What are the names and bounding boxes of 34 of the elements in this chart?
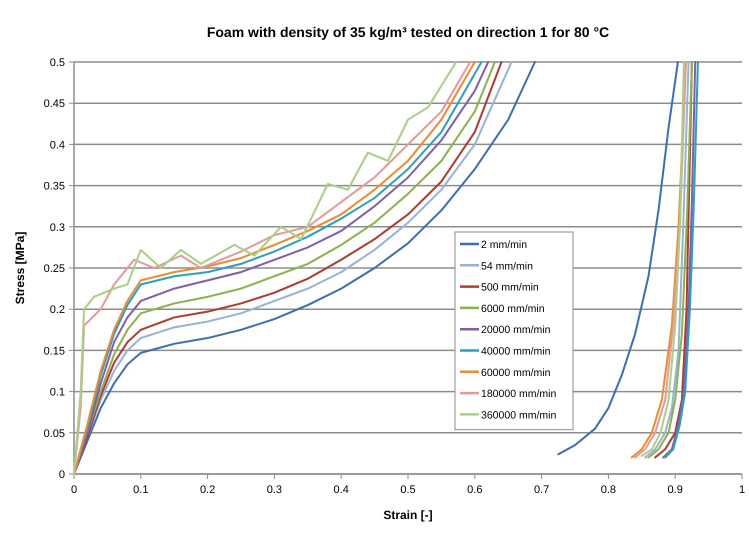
- x-tick-label: 1: [738, 484, 746, 496]
- y-tick-label: 0.1: [50, 386, 65, 399]
- y-tick-label: 0.15: [44, 345, 65, 358]
- y-tick-label: 0: [58, 469, 65, 481]
- legend-label: 500 mm/min: [481, 282, 539, 294]
- y-tick-label: 0.2: [50, 304, 65, 316]
- legend-label: 54 mm/min: [481, 260, 534, 272]
- x-tick-label: 0.2: [200, 484, 216, 496]
- x-tick-label: 0.1: [133, 484, 148, 496]
- legend-label: 180000 mm/min: [481, 388, 556, 400]
- y-tick-label: 0.25: [44, 263, 65, 275]
- x-tick-label: 0.4: [334, 484, 349, 496]
- legend-label: 60000 mm/min: [481, 366, 551, 379]
- legend-label: 6000 mm/min: [481, 302, 545, 315]
- legend-label: 20000 mm/min: [481, 324, 551, 336]
- y-tick-label: 0.5: [50, 57, 65, 69]
- y-tick-label: 0.05: [44, 428, 65, 440]
- x-tick-label: 0: [70, 484, 78, 496]
- y-axis-title: Stress [MPa]: [13, 232, 27, 304]
- x-tick-label: 0.7: [534, 484, 550, 496]
- x-tick-label: 0.5: [400, 484, 416, 496]
- x-tick-label: 0.9: [668, 484, 683, 496]
- x-tick-label: 0.3: [266, 484, 282, 496]
- y-tick-label: 0.45: [44, 98, 65, 110]
- y-tick-label: 0.35: [44, 180, 65, 193]
- y-tick-label: 0.4: [50, 139, 65, 152]
- chart-title: Foam with density of 35 kg/m³ tested on direction 1 for 80 °C: [206, 24, 610, 40]
- y-tick-label: 0.3: [50, 222, 65, 234]
- legend-label: 40000 mm/min: [481, 346, 551, 358]
- x-axis-title: Strain [-]: [383, 508, 433, 522]
- legend-label: 2 mm/min: [481, 239, 528, 251]
- x-tick-label: 0.8: [600, 484, 616, 496]
- legend-label: 360000 mm/min: [481, 409, 556, 422]
- x-tick-label: 0.6: [467, 484, 482, 496]
